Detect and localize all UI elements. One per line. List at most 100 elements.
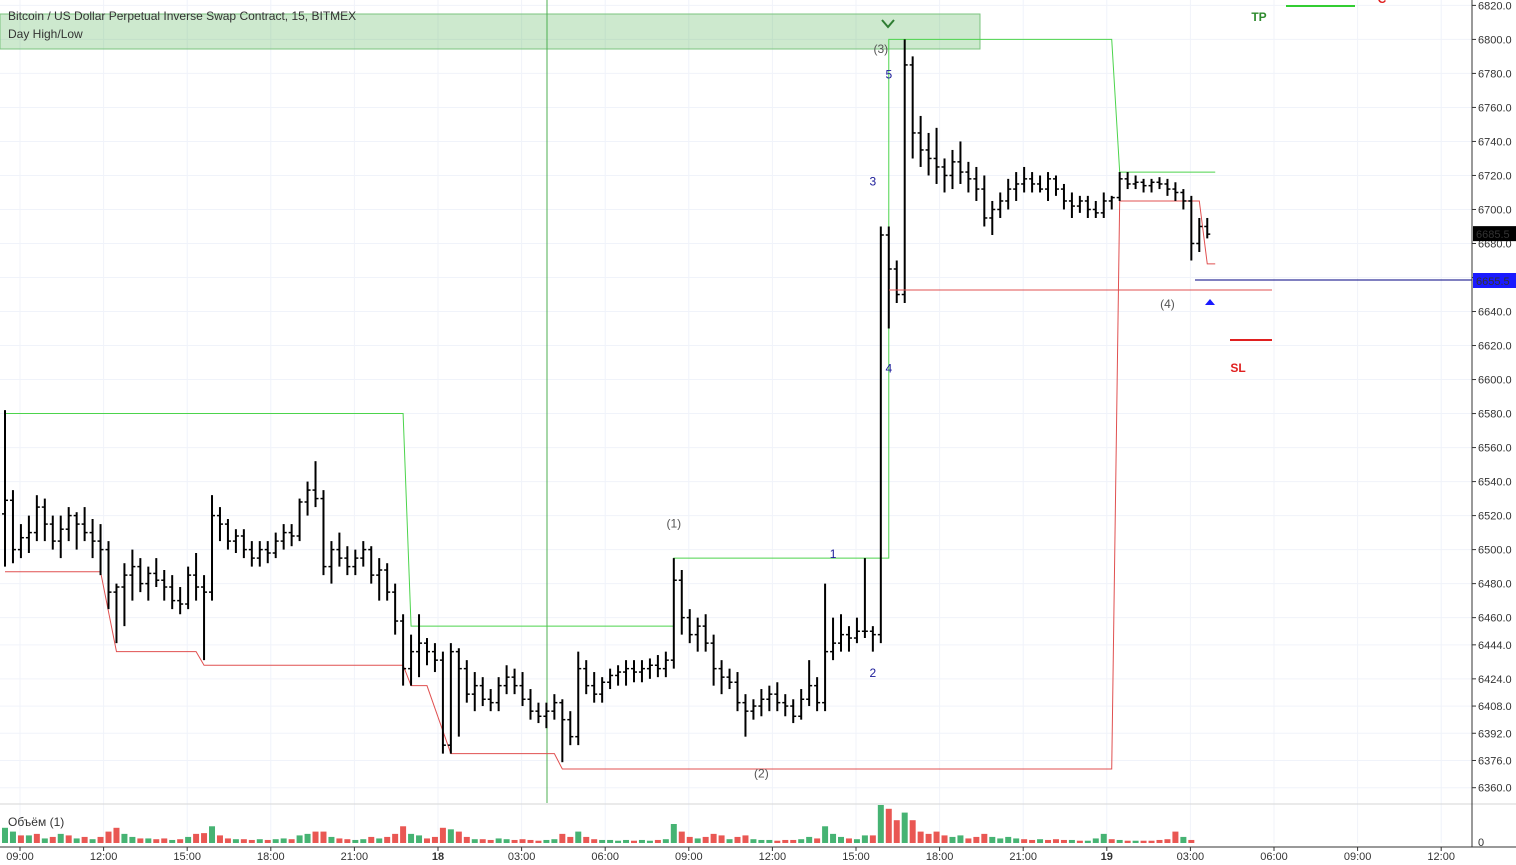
ohlc-bar bbox=[328, 541, 335, 584]
ohlc-bar bbox=[33, 495, 40, 542]
volume-bar bbox=[105, 831, 112, 843]
volume-bar bbox=[113, 827, 120, 843]
ohlc-bar bbox=[750, 699, 757, 720]
volume-bar bbox=[193, 833, 200, 843]
wave-label: (2) bbox=[754, 766, 769, 780]
volume-bar bbox=[280, 838, 287, 843]
chevron-down-icon bbox=[881, 19, 895, 29]
volume-bar bbox=[965, 838, 972, 843]
ohlc-bar bbox=[216, 507, 223, 542]
ohlc-bar bbox=[822, 583, 829, 712]
volume-bar bbox=[463, 836, 470, 843]
volume-bar bbox=[177, 839, 184, 843]
time-tick-label: 06:00 bbox=[1260, 851, 1288, 863]
ohlc-bar bbox=[17, 524, 24, 559]
price-tick-label: 6740.0 bbox=[1478, 136, 1512, 148]
volume-bar bbox=[272, 839, 279, 843]
ohlc-bar bbox=[909, 56, 916, 159]
time-tick-label: 18:00 bbox=[926, 851, 954, 863]
ohlc-bar bbox=[1172, 182, 1179, 201]
ohlc-bar bbox=[1068, 192, 1075, 218]
wave-label: 3 bbox=[870, 175, 877, 189]
volume-bar bbox=[145, 838, 152, 843]
volume-bar bbox=[479, 839, 486, 843]
ohlc-bar bbox=[185, 566, 192, 610]
ohlc-bar bbox=[408, 634, 415, 686]
ohlc-bar bbox=[439, 651, 446, 754]
ohlc-bar bbox=[551, 694, 558, 720]
ohlc-bar bbox=[702, 614, 709, 652]
ohlc-bar bbox=[638, 660, 645, 683]
volume-bar bbox=[710, 833, 717, 843]
ohlc-bar bbox=[559, 699, 566, 763]
time-tick-label: 18 bbox=[432, 851, 444, 863]
price-tick-label: 6360.0 bbox=[1478, 783, 1512, 795]
volume-bar bbox=[638, 839, 645, 843]
volume-bar bbox=[838, 836, 845, 843]
volume-bar bbox=[1140, 840, 1147, 843]
indicator-label: Day High/Low bbox=[8, 27, 83, 41]
price-tick-label: 6580.0 bbox=[1478, 409, 1512, 421]
volume-bar bbox=[1013, 838, 1020, 843]
ohlc-bar bbox=[654, 655, 661, 678]
ohlc-bar bbox=[113, 583, 120, 644]
price-tick-label: 6720.0 bbox=[1478, 170, 1512, 182]
wave-label: (1) bbox=[666, 516, 681, 530]
volume-label: Объём (1) bbox=[8, 815, 65, 829]
ohlc-bar bbox=[201, 575, 208, 661]
ohlc-bar bbox=[296, 498, 303, 542]
volume-bar bbox=[885, 808, 892, 843]
volume-bar bbox=[216, 835, 223, 843]
volume-bar bbox=[941, 835, 948, 843]
volume-bar bbox=[1172, 831, 1179, 843]
volume-bar bbox=[734, 836, 741, 843]
time-axis[interactable]: 09:00 12:00 15:00 18:00 21:00 18 03:00 06:00 09:… bbox=[6, 847, 1455, 863]
time-tick-label: 09:00 bbox=[6, 851, 34, 863]
ohlc-bar bbox=[169, 575, 176, 610]
volume-bar bbox=[376, 838, 383, 843]
volume-bar bbox=[17, 835, 24, 843]
volume-bar bbox=[1084, 840, 1091, 843]
ohlc-bar bbox=[933, 127, 940, 184]
volume-bar bbox=[9, 831, 16, 843]
volume-bar bbox=[750, 839, 757, 843]
volume-bar bbox=[161, 838, 168, 843]
grid-lines bbox=[0, 0, 1472, 843]
ohlc-bar bbox=[304, 481, 311, 516]
ohlc-bar bbox=[495, 677, 502, 712]
price-tick-label: 6480.0 bbox=[1478, 579, 1512, 591]
price-tick-label: 6424.0 bbox=[1478, 674, 1512, 686]
volume-bar bbox=[742, 835, 749, 843]
ohlc-bar bbox=[73, 512, 80, 550]
day-high-line bbox=[5, 38, 1216, 627]
ohlc-bar bbox=[766, 685, 773, 712]
ohlc-bar bbox=[806, 660, 813, 707]
volume-bar bbox=[869, 835, 876, 843]
volume-bar bbox=[933, 831, 940, 843]
wave-label: (4) bbox=[1160, 297, 1175, 311]
volume-bar bbox=[320, 831, 327, 843]
ohlc-bar bbox=[9, 490, 16, 564]
ohlc-bar bbox=[1037, 175, 1044, 193]
ohlc-bar bbox=[41, 498, 48, 542]
ohlc-bar bbox=[1156, 177, 1163, 190]
ohlc-bar bbox=[416, 614, 423, 678]
volume-bar bbox=[861, 835, 868, 843]
volume-bar bbox=[232, 839, 239, 843]
ohlc-bar bbox=[535, 702, 542, 724]
ohlc-bar bbox=[615, 665, 622, 686]
price-axis[interactable]: 6360.0 6376.0 6392.0 6408.0 6424.0 6444.0 6460… bbox=[1471, 0, 1516, 849]
ohlc-bar bbox=[1140, 178, 1147, 193]
volume-bar bbox=[57, 833, 64, 843]
ohlc-bar bbox=[264, 541, 271, 564]
tp-label: TP bbox=[1251, 10, 1266, 24]
ohlc-bar bbox=[25, 515, 32, 554]
corner-glyph: C bbox=[1378, 0, 1387, 6]
price-tick-label: 6408.0 bbox=[1478, 701, 1512, 713]
price-tick-label: 6600.0 bbox=[1478, 375, 1512, 387]
volume-bar bbox=[431, 836, 438, 843]
ohlc-bar bbox=[511, 668, 518, 695]
time-tick-label: 12:00 bbox=[1427, 851, 1455, 863]
ohlc-bar bbox=[901, 39, 908, 304]
